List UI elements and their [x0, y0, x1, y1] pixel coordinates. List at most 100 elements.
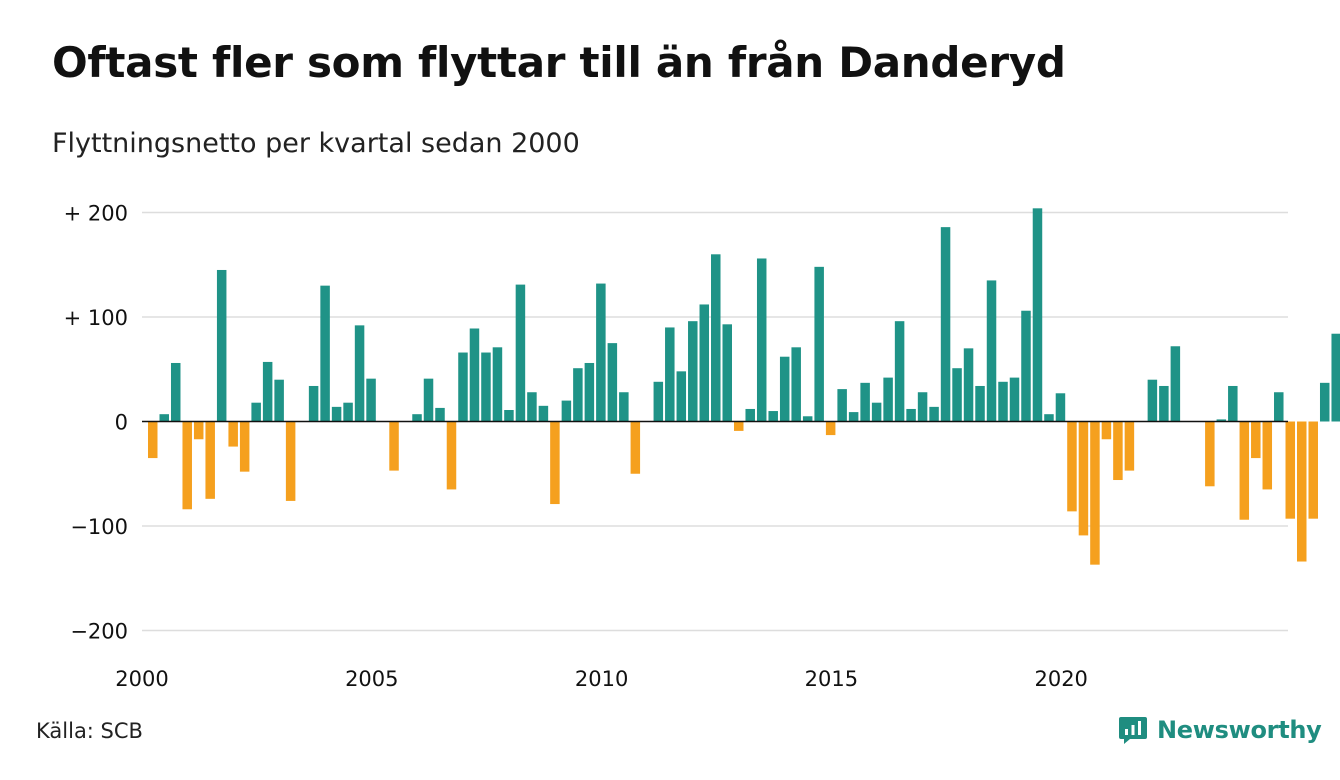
- bar: [1032, 208, 1043, 422]
- bar: [469, 328, 480, 422]
- bar: [1067, 421, 1077, 512]
- bar: [308, 385, 319, 422]
- bar: [1009, 377, 1020, 422]
- source-note: Källa: SCB: [36, 719, 143, 743]
- bar: [883, 377, 893, 422]
- bar: [848, 412, 859, 422]
- bar: [1239, 421, 1250, 520]
- bars: [148, 208, 1340, 565]
- bar: [1308, 421, 1318, 519]
- bar: [1216, 419, 1227, 422]
- bar: [756, 258, 767, 422]
- bar: [412, 414, 422, 422]
- newsworthy-logo-icon: [1119, 717, 1147, 744]
- bar: [630, 421, 641, 474]
- bar: [722, 324, 732, 422]
- bar: [745, 408, 755, 422]
- bar: [274, 379, 284, 422]
- bar: [1090, 421, 1100, 565]
- bar: [239, 421, 250, 472]
- bar: [527, 392, 537, 422]
- bar: [331, 406, 342, 422]
- bar: [504, 410, 514, 422]
- bar: [1044, 414, 1054, 422]
- bar: [228, 421, 238, 447]
- bar: [1078, 421, 1089, 536]
- bar: [952, 368, 962, 422]
- bar: [1021, 310, 1031, 422]
- bar: [573, 368, 583, 422]
- bar: [1124, 421, 1135, 471]
- bar: [814, 266, 824, 422]
- bar: [653, 381, 664, 422]
- bar: [1147, 379, 1158, 422]
- brand-logo: Newsworthy: [1118, 713, 1322, 747]
- x-tick-label: 2020: [1034, 667, 1087, 691]
- chart-subtitle: Flyttningsnetto per kvartal sedan 2000: [52, 128, 580, 159]
- y-tick-label: + 100: [64, 306, 128, 330]
- bar: [1159, 385, 1169, 422]
- bar: [733, 421, 744, 431]
- bar: [550, 421, 560, 505]
- bar: [366, 378, 376, 422]
- bar: [515, 284, 526, 422]
- bar: [492, 347, 503, 422]
- bar: [458, 352, 468, 422]
- bar: [1205, 421, 1215, 487]
- bar: [343, 402, 353, 422]
- bar: [182, 421, 192, 510]
- bar: [1113, 421, 1123, 481]
- bar: [1262, 421, 1273, 490]
- bar: [963, 348, 974, 422]
- bar: [917, 392, 928, 422]
- bar: [538, 405, 549, 422]
- bar: [285, 421, 296, 501]
- bar: [665, 327, 675, 422]
- bar: [1274, 392, 1284, 422]
- bar: [1055, 393, 1066, 422]
- bar: [860, 382, 870, 422]
- y-tick-label: −100: [70, 515, 128, 539]
- bar: [825, 421, 836, 436]
- bar: [975, 385, 985, 422]
- y-axis-labels: + 200 + 100 0 −100 −200: [64, 202, 128, 644]
- y-tick-label: 0: [115, 411, 128, 435]
- bar: [688, 321, 698, 422]
- bar: [216, 269, 227, 422]
- bar: [251, 402, 261, 422]
- bar: [619, 392, 629, 422]
- bar: [320, 285, 330, 422]
- x-axis-labels: 2000 2005 2010 2015 2020: [115, 667, 1088, 691]
- bar: [699, 304, 710, 422]
- bar: [894, 321, 905, 422]
- chart-title: Oftast fler som flyttar till än från Dan…: [52, 38, 1066, 87]
- bar: [986, 280, 997, 422]
- bar: [906, 408, 916, 422]
- bar: [998, 381, 1008, 422]
- bar: [1331, 333, 1340, 422]
- bar: [676, 371, 687, 422]
- bar: [389, 421, 399, 471]
- bar: [481, 352, 491, 422]
- bar: [1251, 421, 1261, 459]
- x-tick-label: 2005: [345, 667, 398, 691]
- bar: [446, 421, 457, 490]
- bar: [596, 283, 606, 422]
- bar: [1170, 346, 1181, 422]
- bar: [1285, 421, 1296, 519]
- x-tick-label: 2015: [805, 667, 858, 691]
- bar: [871, 402, 882, 422]
- bar: [1297, 421, 1307, 562]
- bar: [159, 414, 169, 422]
- bar: [779, 356, 790, 422]
- bar: [193, 421, 204, 440]
- bar: [148, 421, 158, 459]
- bar: [940, 227, 951, 422]
- bar: [205, 421, 215, 499]
- bar: [1101, 421, 1112, 440]
- bar: [1228, 385, 1238, 422]
- bar: [584, 362, 595, 422]
- x-tick-label: 2000: [115, 667, 168, 691]
- y-tick-label: −200: [70, 620, 128, 644]
